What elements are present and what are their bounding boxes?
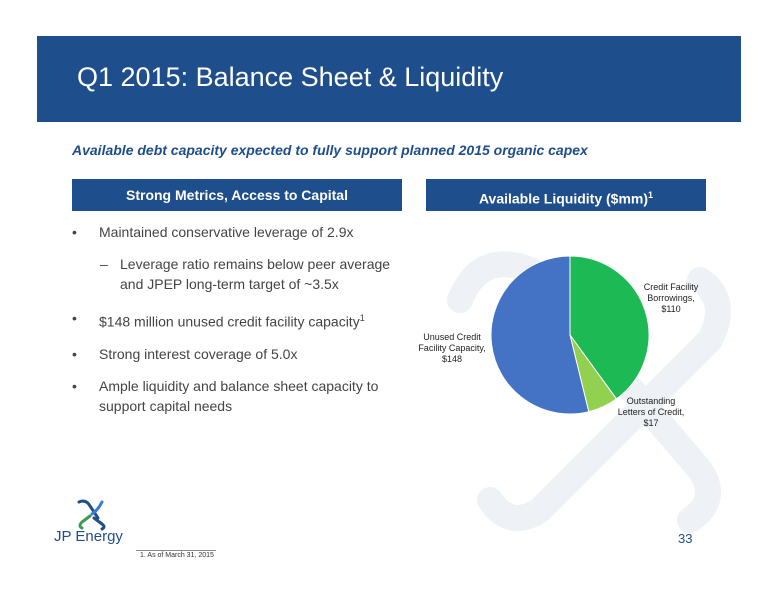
pie-slice: [490, 255, 590, 415]
logo-text: JP Energy: [54, 528, 123, 545]
right-panel-header-text: Available Liquidity ($mm): [478, 190, 649, 207]
bullet-mark: •: [72, 377, 77, 394]
bullet-text: Ample liquidity and balance sheet capaci…: [99, 377, 379, 414]
footnote: 1. As of March 31, 2015: [140, 552, 214, 559]
right-panel-header: Available Liquidity ($mm)1: [426, 179, 706, 211]
bullet-text: $148 million unused credit facility capa…: [99, 313, 360, 330]
list-subitem: ‒ Leverage ratio remains below peer aver…: [72, 254, 402, 294]
slice-label: Outstanding Letters of Credit, $17: [618, 396, 685, 428]
right-panel-header-sup: 1: [648, 190, 654, 200]
slice-label: Credit Facility Borrowings, $110: [644, 282, 699, 314]
slide-subtitle: Available debt capacity expected to full…: [72, 142, 588, 158]
list-item: • Ample liquidity and balance sheet capa…: [72, 376, 402, 416]
bullet-mark: •: [72, 310, 77, 326]
page-number: 33: [678, 531, 693, 546]
metrics-list: • Maintained conservative leverage of 2.…: [72, 222, 402, 428]
bullet-text: Maintained conservative leverage of 2.9x: [99, 224, 354, 240]
bullet-text: Strong interest coverage of 5.0x: [99, 345, 298, 362]
slide-title: Q1 2015: Balance Sheet & Liquidity: [77, 62, 504, 92]
footnote-divider: [136, 550, 216, 551]
bullet-mark: •: [72, 224, 77, 240]
sub-bullet-text: Leverage ratio remains below peer averag…: [120, 256, 391, 292]
pie-slice: [569, 255, 650, 400]
liquidity-pie-chart: Credit Facility Borrowings, $110 Outstandin…: [418, 255, 699, 428]
list-item: • Strong interest coverage of 5.0x: [72, 344, 402, 364]
list-item: • $148 million unused credit facility ca…: [72, 308, 402, 332]
bullet-mark: •: [72, 345, 77, 362]
left-panel-header-text: Strong Metrics, Access to Capital: [126, 187, 348, 203]
bullet-sup: 1: [359, 313, 365, 323]
left-panel-header: Strong Metrics, Access to Capital: [72, 179, 402, 211]
jp-energy-logo-icon: [77, 499, 106, 531]
slice-label: Unused Credit Facility Capacity, $148: [418, 332, 485, 364]
sub-bullet-mark: ‒: [100, 256, 108, 272]
title-bar: Q1 2015: Balance Sheet & Liquidity: [37, 36, 741, 122]
list-item: • Maintained conservative leverage of 2.…: [72, 222, 402, 242]
